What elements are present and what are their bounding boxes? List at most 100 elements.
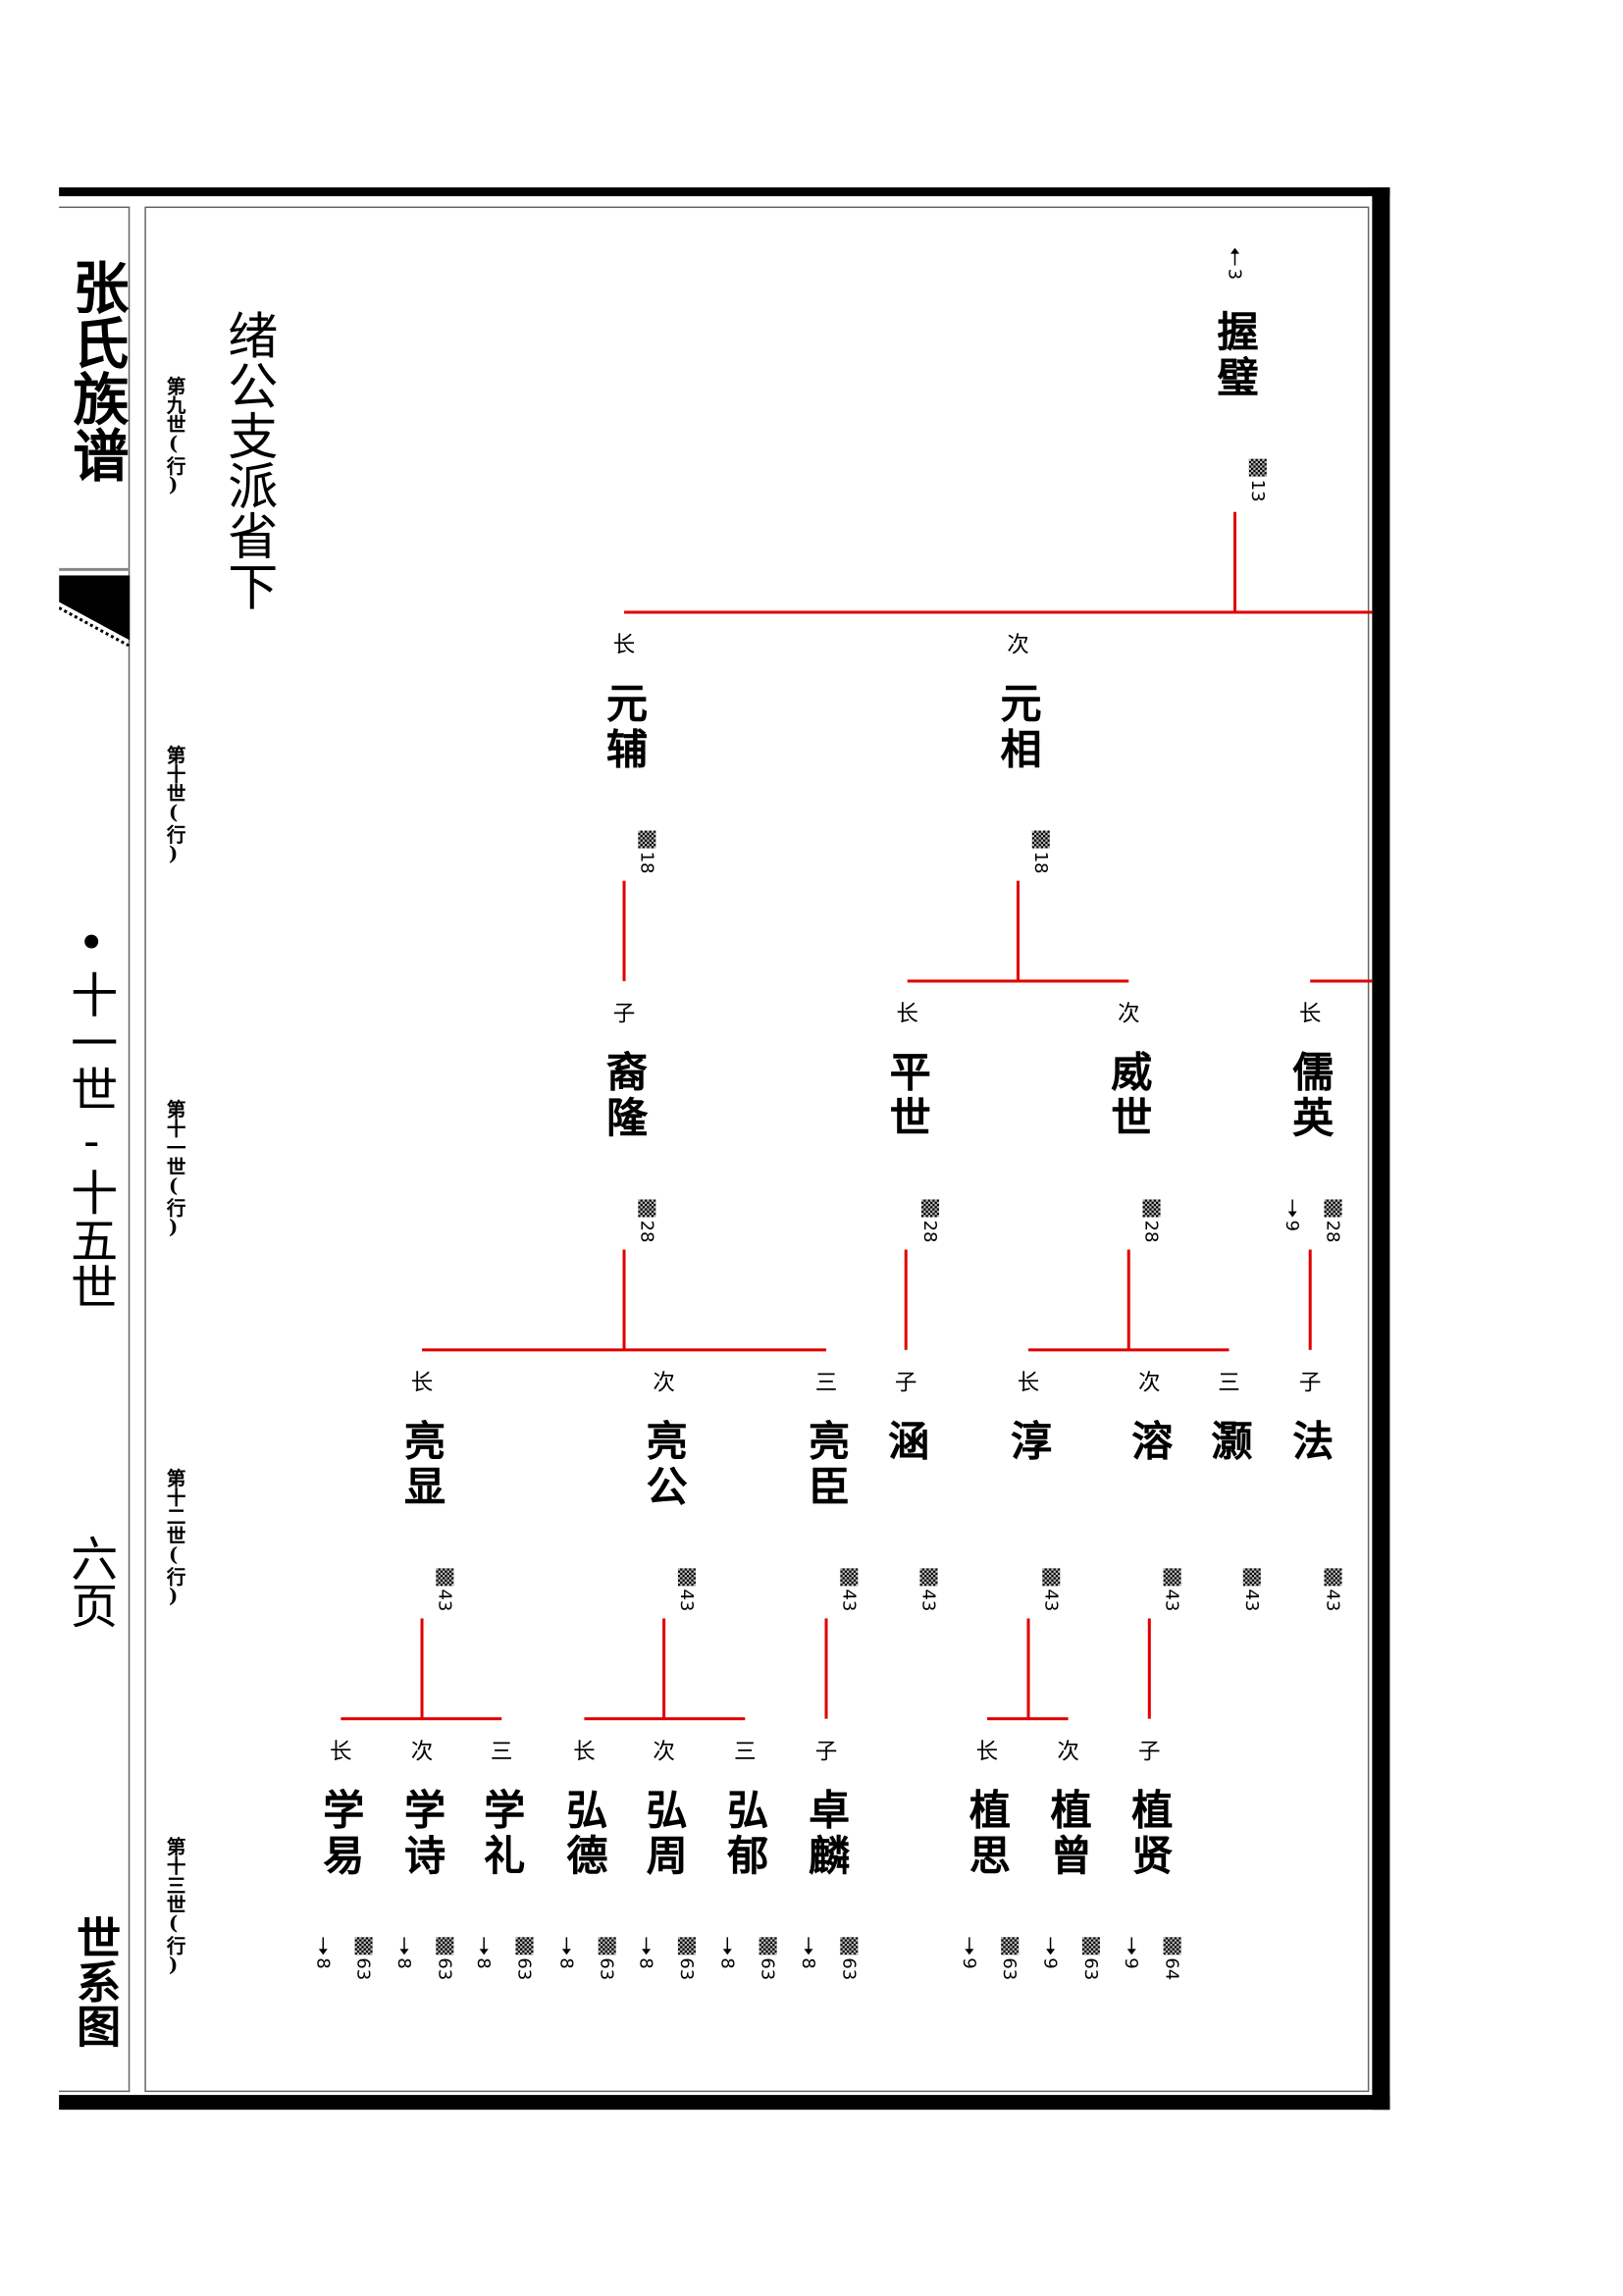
person-name: 握璧 bbox=[1211, 309, 1261, 401]
record-marker: 63 bbox=[758, 1937, 779, 1981]
record-marker: 63 bbox=[434, 1937, 455, 1981]
tree-line-vertical bbox=[1233, 511, 1237, 612]
record-marker: 18 bbox=[636, 830, 657, 874]
record-marker: 43 bbox=[676, 1568, 698, 1612]
record-marker: 43 bbox=[1162, 1568, 1182, 1611]
person-name: 涵 bbox=[882, 1419, 931, 1466]
left-column-frame bbox=[59, 206, 131, 2093]
record-number: 63 bbox=[676, 1957, 698, 1981]
record-marker: 43 bbox=[918, 1568, 939, 1611]
checkered-square-icon bbox=[677, 1937, 696, 1956]
person-name: 卓麟 bbox=[802, 1788, 852, 1880]
tree-line-horizontal bbox=[584, 1717, 746, 1721]
record-number: 63 bbox=[514, 1957, 536, 1981]
person-name: 元相 bbox=[994, 681, 1044, 773]
person-name: 弘周 bbox=[640, 1788, 690, 1880]
outer-frame-top bbox=[59, 186, 1390, 196]
checkered-square-icon bbox=[677, 1568, 696, 1587]
record-number: 63 bbox=[838, 1957, 860, 1981]
checkered-square-icon bbox=[515, 1937, 534, 1956]
checkered-square-icon bbox=[436, 1568, 454, 1587]
rank-label: 长 bbox=[896, 1000, 919, 1027]
record-number: 64 bbox=[1162, 1957, 1183, 1981]
tree-line-vertical bbox=[622, 880, 626, 981]
tree-line-vertical bbox=[904, 1249, 908, 1350]
person-name: 植曾 bbox=[1044, 1788, 1094, 1880]
record-marker: 63 bbox=[838, 1937, 860, 1981]
tree-line-vertical bbox=[662, 1618, 666, 1719]
record-number: 13 bbox=[1247, 479, 1269, 502]
tree-line-horizontal bbox=[340, 1717, 502, 1721]
rank-label: 次 bbox=[1117, 1000, 1140, 1027]
arrow-down-icon: 8 bbox=[556, 1937, 577, 1972]
record-marker: 28 bbox=[1322, 1199, 1344, 1243]
book-title: 张氏族谱 bbox=[63, 258, 131, 483]
generation-range: •十一世-十五世 bbox=[63, 914, 120, 1311]
link-number: 9 bbox=[1040, 1957, 1062, 1970]
checkered-square-icon bbox=[638, 1199, 656, 1218]
record-number: 63 bbox=[999, 1957, 1021, 1981]
person-name: 学诗 bbox=[397, 1788, 447, 1880]
checkered-square-icon bbox=[638, 830, 656, 849]
link-number: 8 bbox=[473, 1957, 495, 1970]
fishtail-ornament bbox=[59, 567, 131, 647]
arrow-down-icon: 9 bbox=[1040, 1937, 1062, 1972]
rank-label: 三 bbox=[1218, 1369, 1240, 1396]
person-name: 学礼 bbox=[478, 1788, 527, 1880]
rank-label: 次 bbox=[1007, 631, 1029, 658]
checkered-square-icon bbox=[840, 1568, 859, 1587]
record-number: 43 bbox=[676, 1589, 698, 1612]
generation-label-11: 第十一世(行) bbox=[162, 1099, 184, 1240]
checkered-square-icon bbox=[1242, 1568, 1261, 1587]
record-number: 63 bbox=[758, 1957, 779, 1981]
checkered-square-icon bbox=[1001, 1937, 1020, 1956]
record-number: 18 bbox=[1030, 851, 1052, 874]
link-number: 9 bbox=[959, 1957, 980, 1970]
checkered-square-icon bbox=[1042, 1568, 1061, 1587]
section-label: 世系图 bbox=[68, 1914, 120, 2048]
link-number: 8 bbox=[716, 1957, 738, 1970]
link-number: 8 bbox=[798, 1957, 819, 1970]
record-number: 28 bbox=[919, 1220, 941, 1243]
record-number: 43 bbox=[1040, 1589, 1062, 1612]
record-number: 63 bbox=[1080, 1957, 1102, 1981]
record-number: 28 bbox=[1141, 1220, 1163, 1243]
tree-line-horizontal bbox=[422, 1348, 827, 1352]
checkered-square-icon bbox=[919, 1568, 938, 1587]
arrow-up-icon: 3 bbox=[1225, 247, 1245, 284]
rank-label: 子 bbox=[1298, 1369, 1322, 1396]
tree-line-horizontal bbox=[986, 1717, 1069, 1721]
rank-label: 长 bbox=[612, 631, 636, 658]
person-name: 溶 bbox=[1126, 1419, 1175, 1466]
rank-label: 次 bbox=[1138, 1369, 1161, 1396]
person-name: 弘德 bbox=[560, 1788, 609, 1880]
rank-label: 三 bbox=[814, 1369, 838, 1396]
person-name: 儒英 bbox=[1286, 1050, 1335, 1142]
record-number: 63 bbox=[353, 1957, 375, 1981]
arrow-down-icon: 8 bbox=[312, 1937, 334, 1972]
record-number: 63 bbox=[434, 1957, 455, 1981]
rank-label: 子 bbox=[612, 1000, 636, 1027]
checkered-square-icon bbox=[840, 1937, 859, 1956]
record-marker: 13 bbox=[1247, 458, 1269, 502]
record-marker: 28 bbox=[637, 1199, 657, 1242]
tree-line-vertical bbox=[1147, 1618, 1151, 1719]
record-marker: 64 bbox=[1162, 1937, 1183, 1981]
record-number: 43 bbox=[1322, 1589, 1344, 1612]
outer-frame-right bbox=[1372, 186, 1390, 2111]
record-marker: 43 bbox=[1040, 1568, 1062, 1612]
rank-label: 子 bbox=[814, 1738, 838, 1765]
record-number: 28 bbox=[1322, 1220, 1344, 1243]
record-number: 18 bbox=[636, 851, 657, 874]
record-number: 63 bbox=[597, 1957, 618, 1981]
arrow-down-icon: 9 bbox=[1283, 1199, 1303, 1234]
record-number: 43 bbox=[838, 1589, 860, 1612]
rank-label: 长 bbox=[573, 1738, 596, 1765]
record-marker: 28 bbox=[919, 1199, 941, 1243]
arrow-down-icon: 8 bbox=[473, 1937, 495, 1972]
tree-line-vertical bbox=[1016, 880, 1020, 981]
arrow-down-icon: 8 bbox=[716, 1937, 738, 1972]
person-name: 亮显 bbox=[397, 1419, 447, 1511]
link-number: 8 bbox=[312, 1957, 334, 1970]
record-marker: 43 bbox=[1322, 1568, 1344, 1612]
